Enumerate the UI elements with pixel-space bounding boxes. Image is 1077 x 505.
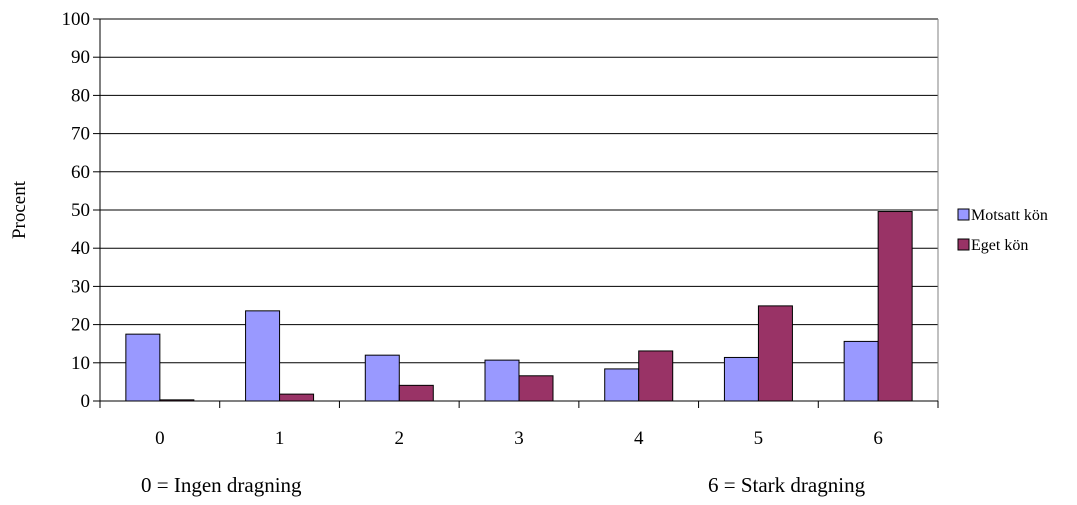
y-tick-label: 10 — [71, 353, 90, 374]
bar-motsatt-1 — [245, 310, 281, 402]
bar-motsatt-5 — [723, 356, 759, 402]
x-tick-label: 3 — [514, 428, 524, 449]
legend-label-motsatt: Motsatt kön — [971, 207, 1048, 224]
x-tick-label: 0 — [155, 428, 165, 449]
y-tick-label: 0 — [81, 391, 91, 412]
x-tick-label: 1 — [275, 428, 285, 449]
y-tick-label: 40 — [71, 238, 90, 259]
axes: 0 10 20 30 40 50 60 70 80 90 100 0 1 2 3 4 5 6 — [62, 9, 939, 449]
y-tick-label: 90 — [71, 47, 90, 68]
legend-swatch-eget — [957, 238, 970, 251]
bars — [125, 211, 913, 402]
legend: Motsatt kön Eget kön — [957, 207, 1048, 254]
scale-note-left: 0 = Ingen dragning — [141, 473, 302, 497]
x-tick-label: 6 — [873, 428, 883, 449]
bar-motsatt-4 — [604, 368, 640, 402]
bar-eget-4 — [638, 350, 674, 402]
y-tick-label: 30 — [71, 276, 90, 297]
y-axis-title: Procent — [9, 180, 30, 239]
bar-motsatt-0 — [125, 333, 161, 402]
legend-swatch-motsatt — [957, 208, 970, 221]
bar-eget-1 — [279, 393, 315, 402]
bar-motsatt-3 — [484, 359, 520, 402]
bar-motsatt-6 — [843, 340, 879, 402]
y-tick-label: 50 — [71, 200, 90, 221]
y-tick-label: 100 — [62, 9, 91, 30]
y-tick-label: 60 — [71, 162, 90, 183]
y-tick-label: 70 — [71, 124, 90, 145]
legend-label-eget: Eget kön — [971, 237, 1028, 254]
x-tick-label: 2 — [395, 428, 405, 449]
scale-note-right: 6 = Stark dragning — [708, 473, 866, 497]
bar-eget-2 — [398, 384, 434, 402]
y-tick-label: 20 — [71, 315, 90, 336]
bar-eget-6 — [877, 211, 913, 402]
bar-motsatt-2 — [364, 354, 400, 402]
bar-eget-3 — [518, 375, 554, 402]
gridlines — [100, 18, 939, 401]
x-tick-label: 5 — [754, 428, 764, 449]
x-tick-label: 4 — [634, 428, 644, 449]
y-tick-label: 80 — [71, 85, 90, 106]
bar-eget-5 — [757, 305, 793, 402]
